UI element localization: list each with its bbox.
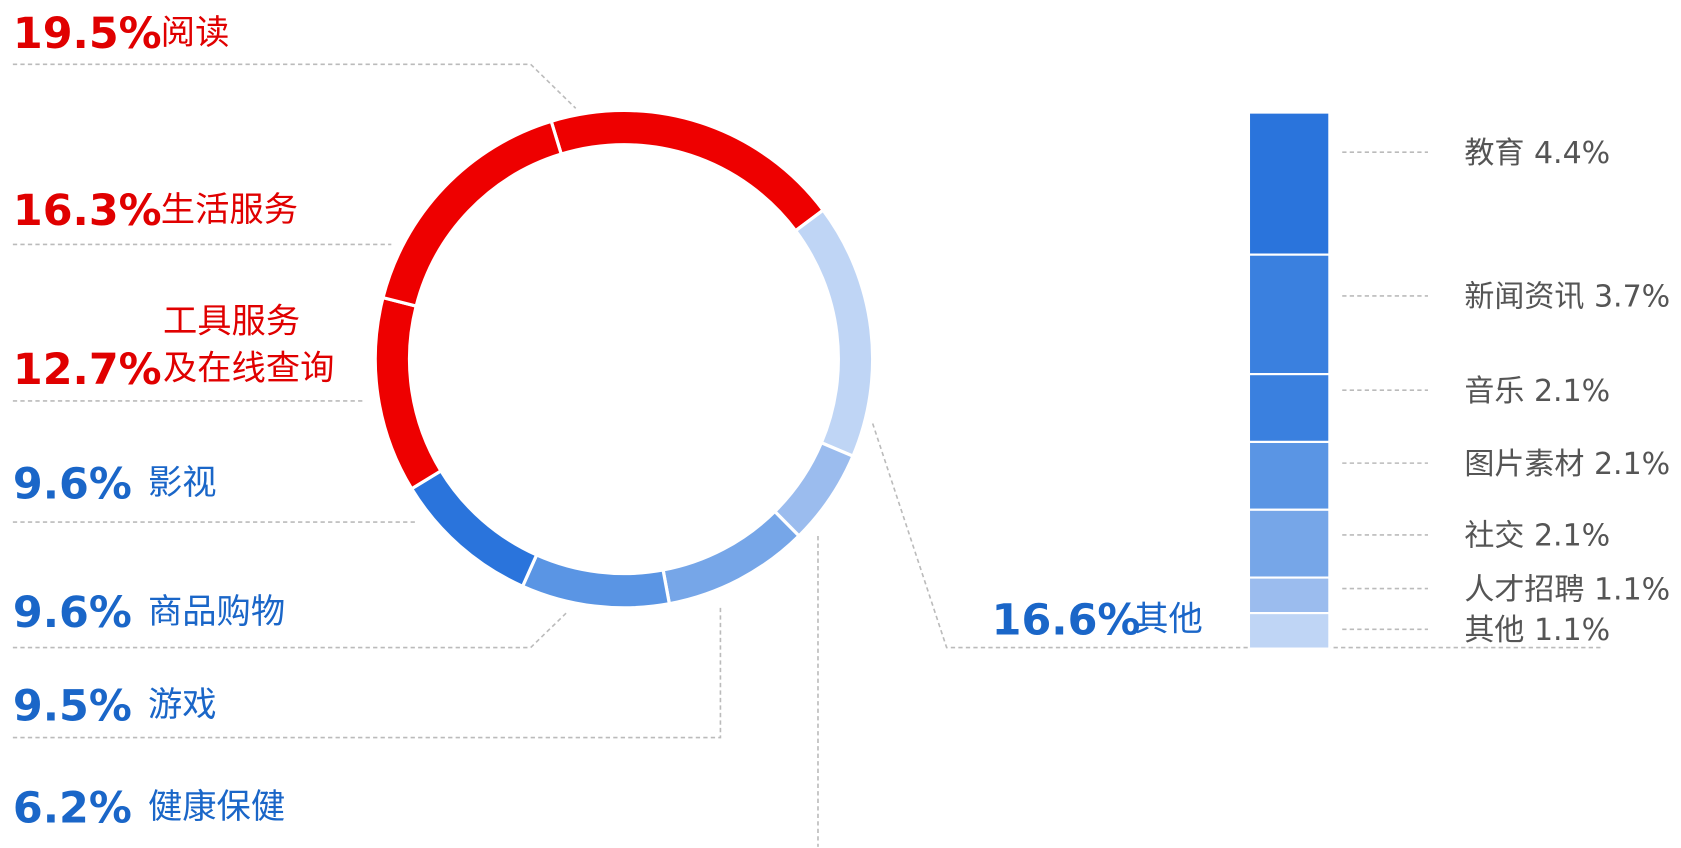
breakdown-bar [1247, 612, 1331, 650]
value-label: 9.6% [13, 460, 132, 510]
breakdown-bar [1247, 373, 1331, 444]
breakdown-value: 4.4% [1534, 136, 1610, 171]
breakdown-value: 1.1% [1534, 613, 1610, 648]
category-label: 阅读 [161, 13, 230, 53]
breakdown-category: 社交 [1464, 519, 1524, 554]
breakdown-label: 教育 4.4% [1464, 136, 1610, 171]
breakdown-value: 1.1% [1594, 572, 1670, 607]
breakdown-bar [1247, 508, 1331, 579]
category-label: 健康保健 [148, 787, 285, 827]
value-label: 9.5% [13, 681, 132, 731]
breakdown-category: 教育 [1464, 136, 1524, 171]
breakdown-bar [1247, 253, 1331, 376]
category-label: 工具服务及在线查询 [163, 301, 335, 388]
value-label: 19.5% [13, 9, 162, 59]
donut-segment [373, 295, 444, 491]
breakdown-category: 新闻资讯 [1464, 280, 1584, 315]
breakdown-value: 2.1% [1534, 374, 1610, 409]
breakdown-category: 人才招聘 [1464, 572, 1584, 607]
leader-line [12, 63, 577, 109]
donut-segment [549, 108, 826, 233]
breakdown-label: 图片素材 2.1% [1464, 447, 1670, 482]
donut-segment [409, 468, 539, 589]
breakdown-category: 音乐 [1464, 374, 1524, 409]
value-label: 16.6% [992, 596, 1141, 646]
breakdown-label: 其他 1.1% [1464, 613, 1610, 648]
value-label: 9.6% [13, 588, 132, 638]
breakdown-category: 图片素材 [1464, 447, 1584, 482]
category-label: 其他 [1134, 599, 1203, 639]
breakdown-category: 其他 [1464, 613, 1524, 648]
donut-segment [380, 119, 564, 309]
breakdown-label: 社交 2.1% [1464, 519, 1610, 554]
breakdown-value: 2.1% [1534, 519, 1610, 554]
donut-segment [520, 552, 672, 610]
breakdown-label: 人才招聘 1.1% [1464, 572, 1670, 607]
breakdown-value: 2.1% [1594, 447, 1670, 482]
breakdown-label: 新闻资讯 3.7% [1464, 280, 1670, 315]
donut-segment [793, 207, 875, 459]
leader-line [12, 605, 722, 739]
value-label: 6.2% [13, 783, 132, 833]
leader-line [871, 423, 1603, 649]
breakdown-bar [1247, 440, 1331, 511]
value-label: 16.3% [13, 186, 162, 236]
breakdown-bar [1247, 576, 1331, 615]
breakdown-value: 3.7% [1594, 280, 1670, 315]
leader-lines [12, 63, 1603, 847]
category-label: 游戏 [148, 685, 217, 725]
category-label: 商品购物 [148, 592, 285, 632]
category-label: 影视 [148, 463, 217, 503]
donut-segment [661, 509, 802, 606]
category-label: 生活服务 [161, 190, 298, 230]
breakdown-label: 音乐 2.1% [1464, 374, 1610, 409]
value-label: 12.7% [13, 345, 162, 395]
breakdown-bar [1247, 111, 1331, 256]
